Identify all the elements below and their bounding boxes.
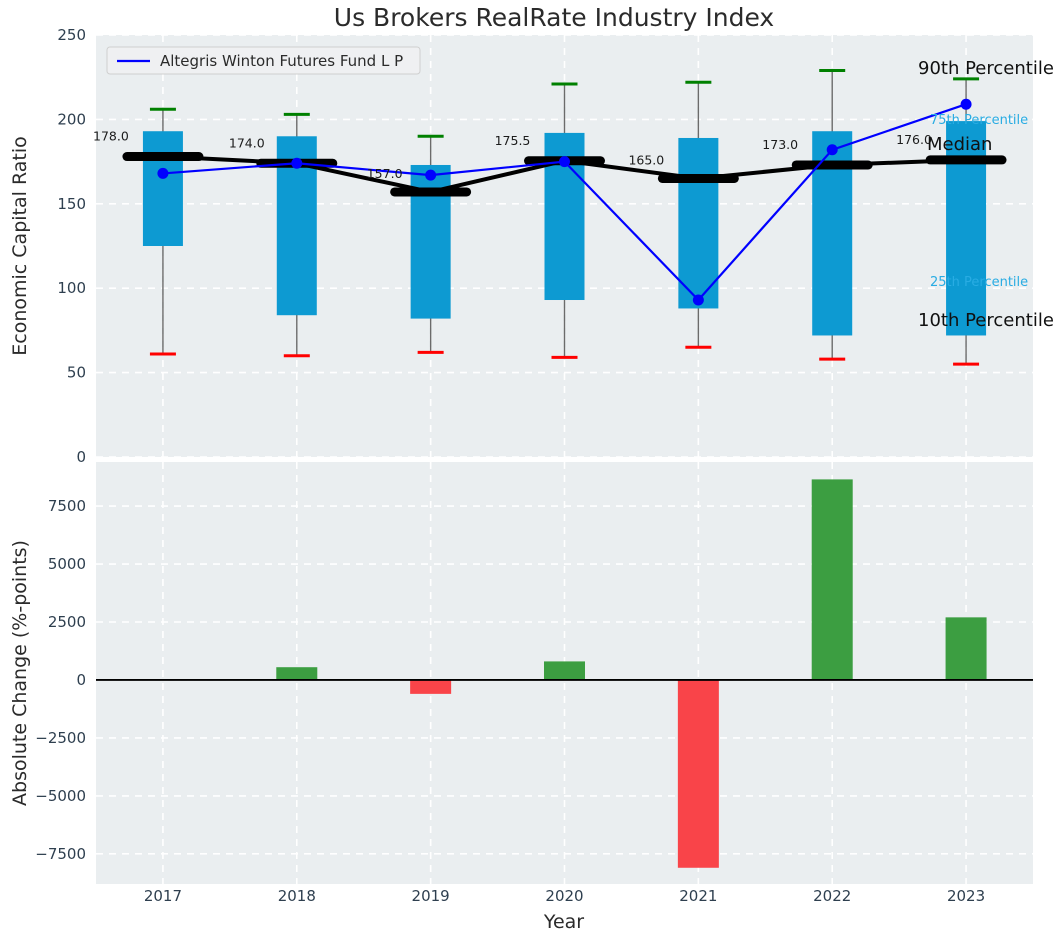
percentile-annotations: 90th Percentile 75th Percentile Median 2… (918, 58, 1053, 331)
y-tick-label: 50 (67, 364, 86, 382)
annotation-median: Median (927, 134, 992, 155)
y-tick-label: 7500 (48, 497, 86, 515)
y-tick-label: 0 (76, 671, 86, 689)
y-tick-label: 150 (57, 195, 86, 213)
top-panel-y-tick-labels: 0 50 100 150 200 250 (57, 26, 86, 466)
annotation-25th-percentile: 25th Percentile (930, 275, 1028, 290)
legend[interactable]: Altegris Winton Futures Fund L P (106, 46, 421, 75)
x-axis-tick-labels: 2017 2018 2019 2020 2021 2022 2023 (144, 887, 985, 905)
change-bar (276, 667, 318, 680)
annotation-75th-percentile: 75th Percentile (930, 113, 1028, 128)
change-bar (410, 679, 452, 694)
median-value-label: 178.0 (93, 129, 129, 144)
y-tick-label: 100 (57, 279, 86, 297)
x-axis-title: Year (543, 911, 584, 933)
change-bar (677, 679, 719, 868)
fund-data-point (291, 157, 303, 169)
fund-data-point (826, 144, 838, 156)
y-tick-label: −2500 (35, 729, 86, 747)
change-bars-group (276, 479, 987, 868)
fund-data-point (960, 98, 972, 110)
bottom-panel-y-tick-labels: −7500 −5000 −2500 0 2500 5000 7500 (35, 497, 86, 863)
y-tick-label: 0 (76, 448, 86, 466)
x-tick-label-2018: 2018 (278, 887, 316, 905)
median-value-label: 165.0 (628, 152, 664, 167)
panel-absolute-change: −7500 −5000 −2500 0 2500 5000 7500 Absolute Ch… (9, 462, 1033, 933)
y-tick-label: 200 (57, 110, 86, 128)
change-bar (811, 479, 853, 680)
bottom-panel-y-axis-title: Absolute Change (%-points) (9, 540, 31, 806)
median-value-label: 173.0 (762, 137, 798, 152)
y-tick-label: −5000 (35, 787, 86, 805)
annotation-90th-percentile: 90th Percentile (918, 58, 1053, 79)
y-tick-label: 250 (57, 26, 86, 44)
x-tick-label-2022: 2022 (813, 887, 851, 905)
median-value-label: 176.0 (896, 132, 932, 147)
x-tick-label-2021: 2021 (679, 887, 717, 905)
x-tick-label-2019: 2019 (412, 887, 450, 905)
change-bar (945, 617, 987, 680)
legend-box (106, 46, 421, 75)
median-value-label: 157.0 (367, 166, 403, 181)
x-tick-label-2017: 2017 (144, 887, 182, 905)
annotation-10th-percentile: 10th Percentile (918, 310, 1053, 331)
top-panel-y-axis-title: Economic Capital Ratio (9, 136, 31, 355)
fund-line-group (157, 98, 972, 306)
change-bar (544, 661, 585, 680)
y-tick-label: 2500 (48, 613, 86, 631)
fund-data-point (425, 169, 437, 181)
fund-data-point (692, 294, 704, 306)
fund-data-point (157, 167, 169, 179)
x-tick-label-2023: 2023 (947, 887, 985, 905)
median-value-label: 174.0 (229, 135, 265, 150)
legend-label: Altegris Winton Futures Fund L P (160, 52, 403, 70)
median-value-label: 175.5 (495, 133, 531, 148)
x-tick-label-2020: 2020 (545, 887, 583, 905)
panel-economic-capital-ratio: 0 50 100 150 200 250 Economic Capital Ratio 1… (9, 26, 1053, 466)
fund-data-point (559, 156, 570, 168)
box-interquartile (142, 131, 183, 246)
y-tick-label: 5000 (48, 555, 86, 573)
median-value-labels: 178.0 174.0 157.0 175.5 165.0 173.0 176.0 (93, 129, 932, 181)
chart-title: Us Brokers RealRate Industry Index (334, 3, 774, 32)
box-interquartile (678, 137, 719, 309)
y-tick-label: −7500 (35, 845, 86, 863)
